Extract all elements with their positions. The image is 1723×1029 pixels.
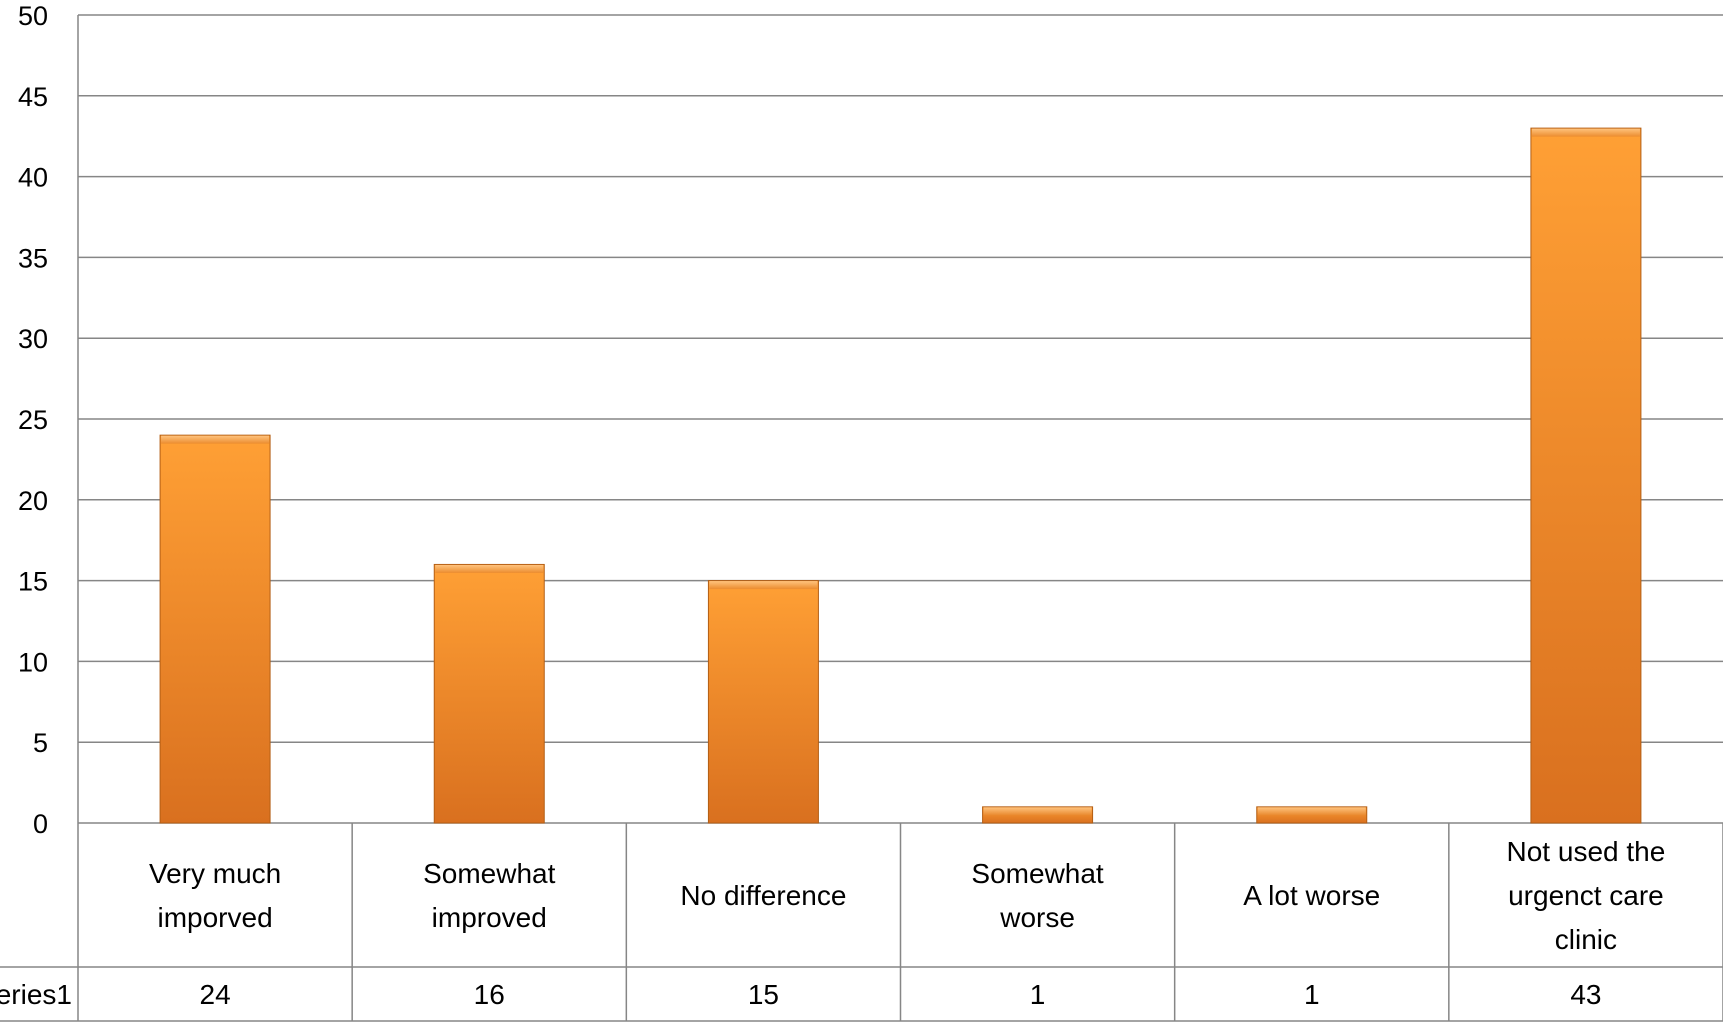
category-label-line: urgenct care [1508, 880, 1664, 911]
bar-highlight [435, 564, 544, 573]
y-tick-label: 5 [33, 728, 48, 758]
bar-highlight [983, 807, 1092, 816]
category-label: Somewhat worse [971, 858, 1104, 933]
table-value: 1 [1304, 979, 1320, 1010]
bar-highlight [1531, 128, 1640, 137]
category-label-line: Very much [149, 858, 281, 889]
y-tick-label: 30 [18, 324, 48, 354]
y-tick-label: 0 [33, 809, 48, 839]
category-label-line: No difference [680, 880, 846, 911]
y-tick-label: 45 [18, 82, 48, 112]
bars [159, 127, 1642, 824]
category-label: No difference [680, 880, 846, 911]
data-table: Very much imporved Somewhat improved No diff… [0, 823, 1723, 1022]
bar-group [433, 563, 545, 824]
category-label-line: A lot worse [1243, 880, 1380, 911]
bar-highlight [1257, 807, 1366, 816]
table-series-label: Series1 [0, 979, 72, 1010]
gridlines [77, 14, 1723, 1021]
category-label-line: worse [999, 902, 1075, 933]
table-value: 43 [1570, 979, 1601, 1010]
bar-group [1530, 127, 1642, 824]
bar-group [982, 806, 1094, 824]
table-value: 16 [474, 979, 505, 1010]
bar-highlight [161, 435, 270, 444]
y-tick-label: 40 [18, 163, 48, 193]
category-label: A lot worse [1243, 880, 1380, 911]
bar-highlight [709, 581, 818, 590]
bar [1530, 127, 1642, 824]
category-label-line: Not used the [1507, 836, 1666, 867]
y-tick-label: 25 [18, 405, 48, 435]
table-value: 24 [200, 979, 231, 1010]
table-value: 15 [748, 979, 779, 1010]
category-label: Very much imporved [149, 858, 281, 933]
y-axis-ticks: 0 5 10 15 20 25 30 35 40 45 50 [18, 1, 48, 839]
y-tick-label: 15 [18, 567, 48, 597]
y-tick-label: 20 [18, 486, 48, 516]
bar-group [1256, 806, 1368, 824]
table-value: 1 [1030, 979, 1046, 1010]
category-label: Not used the urgenct care clinic [1507, 836, 1666, 955]
category-label-line: imporved [157, 902, 272, 933]
category-label-line: clinic [1555, 924, 1617, 955]
category-label-line: Somewhat [971, 858, 1104, 889]
bar [433, 563, 545, 824]
bar-group [707, 580, 819, 824]
category-label-line: Somewhat [423, 858, 556, 889]
category-label: Somewhat improved [423, 858, 556, 933]
y-tick-label: 10 [18, 647, 48, 677]
category-label-line: improved [432, 902, 547, 933]
y-tick-label: 35 [18, 243, 48, 273]
bar [707, 580, 819, 824]
y-tick-label: 50 [18, 1, 48, 31]
bar [159, 434, 271, 824]
bar-group [159, 434, 271, 824]
